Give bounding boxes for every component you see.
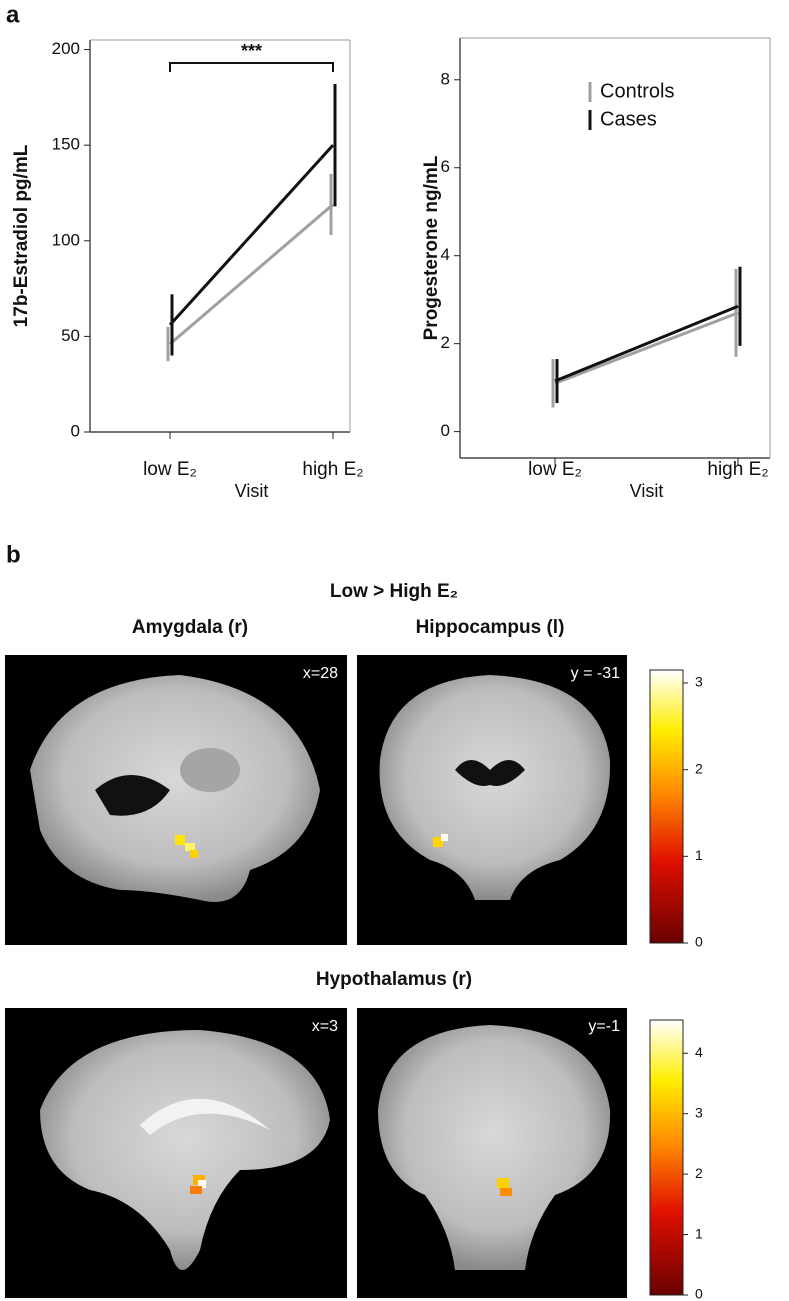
colorbar-tick-label: 0 xyxy=(695,1286,703,1301)
section-title: Amygdala (r) xyxy=(132,617,248,638)
y-tick-label: 50 xyxy=(61,326,80,345)
image-label: x=28 xyxy=(303,665,338,682)
legend-label: Controls xyxy=(600,80,674,102)
brain-image xyxy=(357,1008,627,1298)
y-tick-label: 0 xyxy=(71,421,80,440)
colorbar-tick-label: 3 xyxy=(695,674,703,690)
panel-label: b xyxy=(6,541,21,568)
x-axis-label: Visit xyxy=(630,481,664,501)
colorbar-tick-label: 1 xyxy=(695,1225,703,1241)
y-axis-label: Progesterone ng/mL xyxy=(421,155,442,340)
legend-label: Cases xyxy=(600,108,657,130)
panel-label: a xyxy=(6,1,20,28)
y-tick-label: 200 xyxy=(52,39,80,58)
colorbar-tick-label: 2 xyxy=(695,760,703,776)
series-line xyxy=(554,311,739,385)
y-tick-label: 4 xyxy=(441,245,450,264)
image-label: y = -31 xyxy=(571,665,620,682)
y-tick-label: 150 xyxy=(52,135,80,154)
x-tick-label: high E₂ xyxy=(707,459,768,480)
x-tick-label: low E₂ xyxy=(528,459,582,480)
brain-image xyxy=(357,655,627,945)
series-line xyxy=(168,144,335,326)
series-line xyxy=(554,304,739,383)
image-label: x=3 xyxy=(312,1018,338,1035)
colorbar-tick-label: 1 xyxy=(695,847,703,863)
series-line xyxy=(169,203,334,346)
figure-title: Low > High E₂ xyxy=(330,581,458,602)
colorbar xyxy=(649,1019,684,1296)
x-tick-label: high E₂ xyxy=(302,459,363,480)
y-tick-label: 100 xyxy=(52,230,80,249)
colorbar-tick-label: 3 xyxy=(695,1104,703,1120)
significance-bracket xyxy=(169,62,334,72)
section-title: Hippocampus (l) xyxy=(416,617,565,638)
brain-image xyxy=(5,655,347,945)
y-tick-label: 0 xyxy=(441,421,450,440)
colorbar xyxy=(649,669,684,944)
colorbar-tick-label: 0 xyxy=(695,934,703,950)
section-title: Hypothalamus (r) xyxy=(316,969,472,990)
x-axis-label: Visit xyxy=(235,481,269,501)
colorbar-tick-label: 4 xyxy=(695,1044,703,1060)
y-tick-label: 8 xyxy=(441,69,450,88)
x-tick-label: low E₂ xyxy=(143,459,197,480)
y-axis-label: 17b-Estradiol pg/mL xyxy=(11,144,32,327)
brain-image xyxy=(5,1008,347,1298)
y-tick-label: 2 xyxy=(441,333,450,352)
image-label: y=-1 xyxy=(588,1018,620,1035)
y-tick-label: 6 xyxy=(441,157,450,176)
significance-label: *** xyxy=(241,41,262,61)
colorbar-tick-label: 2 xyxy=(695,1165,703,1181)
